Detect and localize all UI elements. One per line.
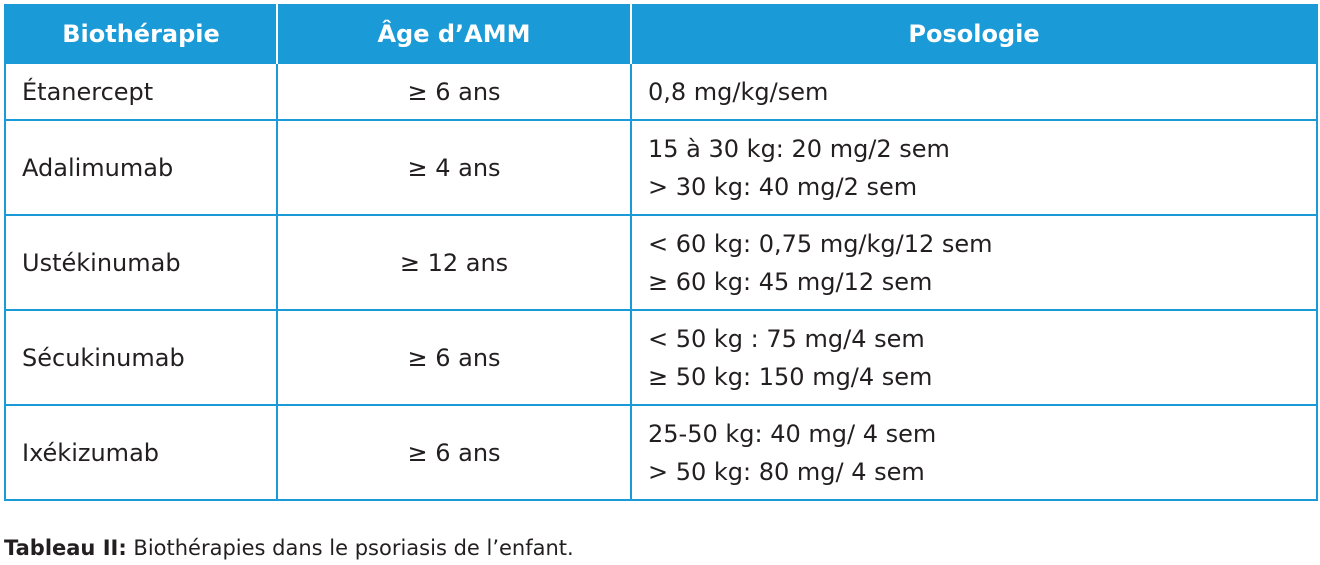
header-cell: Biothérapie xyxy=(5,5,277,63)
caption-label: Tableau II: xyxy=(4,536,127,560)
age-cell: ≥ 4 ans xyxy=(276,119,632,216)
dosage-line: ≥ 50 kg: 150 mg/4 sem xyxy=(648,362,933,391)
dosage-line: < 60 kg: 0,75 mg/kg/12 sem xyxy=(648,229,993,258)
dosage-cell: < 50 kg : 75 mg/4 sem ≥ 50 kg: 150 mg/4 s… xyxy=(630,309,1318,406)
table-row: Étanercept ≥ 6 ans 0,8 mg/kg/sem xyxy=(4,62,1318,121)
dosage-cell: 25-50 kg: 40 mg/ 4 sem > 50 kg: 80 mg/ 4 … xyxy=(630,404,1318,501)
dosage-line: 15 à 30 kg: 20 mg/2 sem xyxy=(648,134,950,163)
caption: Tableau II: Biothérapies dans le psorias… xyxy=(4,536,574,560)
dosage-line: > 30 kg: 40 mg/2 sem xyxy=(648,172,918,201)
dosage-line: 0,8 mg/kg/sem xyxy=(648,77,829,106)
dosage-cell: < 60 kg: 0,75 mg/kg/12 sem ≥ 60 kg: 45 mg… xyxy=(630,214,1318,311)
dosage-line: > 50 kg: 80 mg/ 4 sem xyxy=(648,457,925,486)
biotherapy-table: Biothérapie Âge d’AMM Posologie Étanerce… xyxy=(4,4,1318,501)
age-cell: ≥ 12 ans xyxy=(276,214,632,311)
drug-cell: Sécukinumab xyxy=(4,309,278,406)
age-cell: ≥ 6 ans xyxy=(276,62,632,121)
header-row: Biothérapie Âge d’AMM Posologie xyxy=(5,5,1317,63)
age-cell: ≥ 6 ans xyxy=(276,404,632,501)
table-row: Ustékinumab ≥ 12 ans < 60 kg: 0,75 mg/kg/1… xyxy=(4,214,1318,311)
table-row: Sécukinumab ≥ 6 ans < 50 kg : 75 mg/4 sem ≥… xyxy=(4,309,1318,406)
table-row: Adalimumab ≥ 4 ans 15 à 30 kg: 20 mg/2 sem… xyxy=(4,119,1318,216)
drug-cell: Ustékinumab xyxy=(4,214,278,311)
dosage-line: ≥ 60 kg: 45 mg/12 sem xyxy=(648,267,933,296)
drug-cell: Adalimumab xyxy=(4,119,278,216)
caption-text: Biothérapies dans le psoriasis de l’enfa… xyxy=(133,536,574,560)
header-cell: Âge d’AMM xyxy=(276,5,631,63)
dosage-cell: 0,8 mg/kg/sem xyxy=(630,62,1318,121)
age-cell: ≥ 6 ans xyxy=(276,309,632,406)
drug-cell: Ixékizumab xyxy=(4,404,278,501)
header-cell: Posologie xyxy=(630,5,1317,63)
dosage-cell: 15 à 30 kg: 20 mg/2 sem > 30 kg: 40 mg/2 … xyxy=(630,119,1318,216)
table-row: Ixékizumab ≥ 6 ans 25-50 kg: 40 mg/ 4 sem >… xyxy=(4,404,1318,501)
dosage-line: < 50 kg : 75 mg/4 sem xyxy=(648,324,925,353)
drug-cell: Étanercept xyxy=(4,62,278,121)
dosage-line: 25-50 kg: 40 mg/ 4 sem xyxy=(648,419,937,448)
